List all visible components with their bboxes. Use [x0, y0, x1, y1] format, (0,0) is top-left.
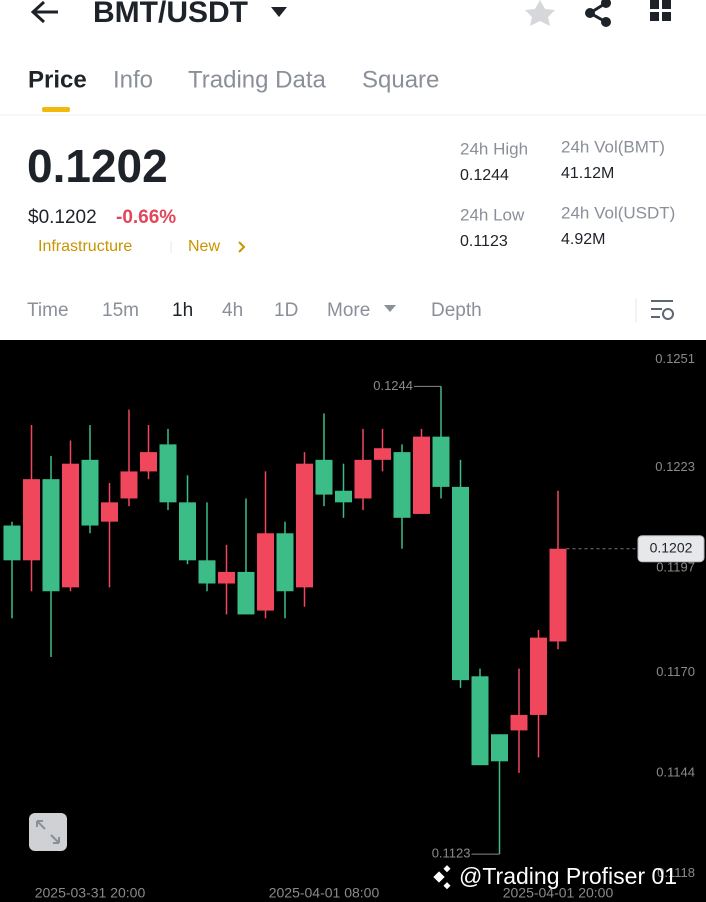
usd-price: $0.1202 — [28, 207, 97, 228]
candle-body — [101, 502, 118, 522]
candle-body — [42, 479, 60, 592]
interval[interactable]: More — [327, 300, 370, 321]
favorite-icon[interactable] — [525, 0, 555, 26]
y-tick-label: 0.1223 — [655, 459, 695, 474]
grid-cell — [662, 0, 671, 9]
candle-body — [276, 533, 294, 592]
high-marker-label: 0.1244 — [373, 378, 413, 393]
candle-body — [81, 459, 99, 526]
candle-body — [120, 471, 138, 499]
low-marker-label: 0.1123 — [432, 846, 471, 861]
interval[interactable]: 1h — [172, 300, 193, 321]
tag[interactable]: New — [188, 238, 220, 255]
logo-part — [433, 871, 445, 883]
interval[interactable]: 1D — [274, 300, 298, 321]
expand-icon — [36, 820, 60, 844]
price-change: -0.66% — [116, 207, 176, 228]
grid-cell — [650, 0, 659, 9]
candle-body — [393, 452, 411, 518]
stat-value: 41.12M — [561, 165, 614, 182]
icon-lines — [651, 300, 673, 318]
tab[interactable]: Square — [362, 66, 439, 93]
stat-label: 24h High — [460, 139, 528, 158]
stat-label: 24h Vol(USDT) — [561, 203, 675, 222]
y-tick-label: 0.1170 — [656, 664, 695, 679]
x-tick-label: 2025-04-01 20:00 — [503, 885, 614, 901]
candle-body — [315, 459, 333, 495]
chart-settings-icon[interactable] — [651, 300, 674, 320]
interval[interactable]: Depth — [431, 300, 482, 321]
candle-body — [23, 479, 40, 561]
candle-body — [179, 502, 196, 561]
icon-gear — [662, 308, 674, 320]
candle-body — [335, 490, 352, 503]
stat-label: 24h Low — [460, 205, 525, 224]
more-dropdown — [384, 305, 396, 312]
stat-label: 24h Vol(BMT) — [561, 137, 665, 156]
last-price: 0.1202 — [27, 140, 168, 192]
candle-body — [257, 533, 274, 611]
candle-body — [452, 486, 469, 681]
grid-cell — [662, 12, 671, 21]
tab[interactable]: Trading Data — [188, 66, 327, 93]
logo-part — [443, 882, 451, 890]
candle-body — [198, 560, 216, 584]
back-button[interactable] — [30, 0, 58, 24]
expand-button[interactable] — [29, 813, 67, 851]
candle-body — [218, 571, 235, 584]
x-tick-label: 2025-04-01 08:00 — [269, 885, 380, 901]
candle-body — [159, 444, 177, 503]
tab-indicator — [42, 107, 70, 112]
grid-cell — [650, 12, 659, 21]
x-tick-label: 2025-03-31 20:00 — [35, 885, 146, 901]
pair-dropdown[interactable] — [271, 7, 287, 17]
grid-icon[interactable] — [650, 0, 671, 21]
candle-body — [62, 463, 79, 588]
stat-value: 0.1123 — [460, 233, 508, 250]
watermark: @Trading Profiser 01 — [459, 863, 677, 889]
tag[interactable]: Infrastructure — [38, 238, 132, 255]
candle-body — [491, 734, 508, 762]
current-price-label: 0.1202 — [650, 539, 693, 555]
candle-body — [237, 571, 255, 615]
candle-body — [140, 452, 157, 472]
watermark-logo — [433, 865, 451, 890]
candle-body — [296, 463, 313, 588]
stat-value: 0.1244 — [460, 167, 509, 184]
candle-body — [413, 436, 430, 514]
candle-body — [3, 525, 21, 561]
y-tick-label: 0.1197 — [656, 559, 695, 574]
candle-body — [510, 714, 528, 731]
interval[interactable]: Time — [27, 300, 69, 321]
pair-title[interactable]: BMT/USDT — [93, 0, 248, 29]
y-tick-label: 0.1144 — [656, 764, 695, 779]
current-price-box — [637, 535, 705, 563]
candle-body — [549, 548, 567, 642]
y-tick-label: 0.1118 — [657, 865, 695, 880]
stat-value: 4.92M — [561, 231, 605, 248]
candle-body — [471, 676, 489, 766]
tab[interactable]: Info — [113, 66, 153, 93]
candle-body — [432, 436, 450, 487]
tag-chevron — [238, 241, 246, 253]
tab[interactable]: Price — [28, 66, 87, 93]
interval[interactable]: 4h — [222, 300, 243, 321]
share-line — [587, 1, 607, 24]
logo-part — [443, 865, 451, 873]
candle-body — [354, 459, 372, 499]
candle-body — [374, 448, 391, 460]
y-tick-label: 0.1251 — [655, 351, 695, 366]
candle-body — [530, 637, 547, 715]
chart-background — [0, 340, 706, 902]
share-icon[interactable] — [585, 0, 611, 27]
candlestick-chart: 0.1251 0.1223 0.1197 0.1170 0.1144 0.1118 2025… — [3, 351, 705, 901]
interval[interactable]: 15m — [102, 300, 139, 321]
